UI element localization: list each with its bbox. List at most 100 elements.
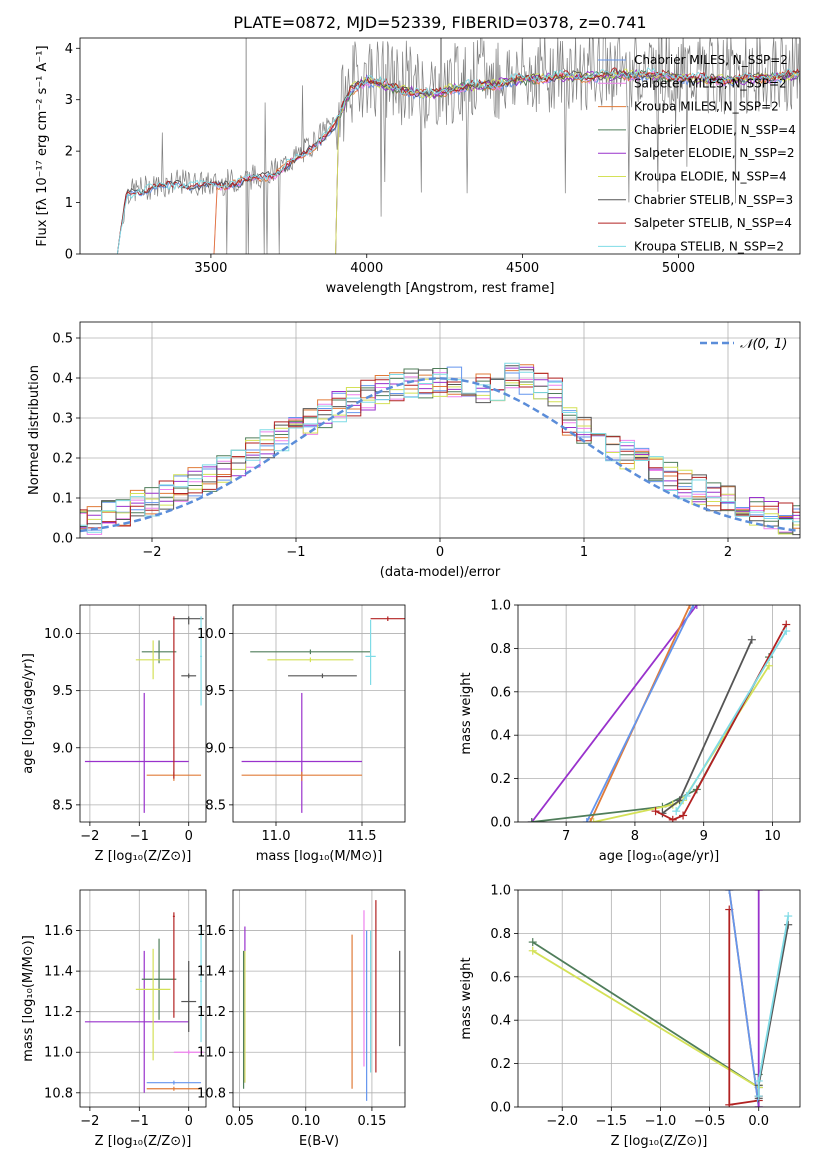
panel-age_vs_mass: 11.0 11.5 8.5 9.0 9.5 10.0 mass [log₁₀(M/M⊙)] [197, 604, 406, 864]
histogram-salpeter_stelib [80, 372, 800, 529]
x-tick-label: 4000 [350, 261, 383, 276]
y-axis-label: age [log₁₀(age/yr)] [21, 653, 36, 774]
model-line-kroupa_stelib [116, 67, 800, 254]
y-tick-label: 0.2 [52, 452, 73, 467]
errorbar-point [146, 1086, 202, 1091]
errorbar-point [84, 692, 189, 813]
weight-line-chabrier_elodie [532, 941, 760, 1090]
plot-area [80, 322, 800, 538]
weight-line-chabrier_stelib [757, 924, 790, 1099]
y-tick-label: 11.2 [44, 1005, 73, 1020]
errorbar-point [141, 938, 177, 1020]
plus-marker [747, 635, 756, 644]
x-tick-label: 11.5 [348, 829, 377, 844]
x-tick-label: 0.05 [225, 1114, 254, 1129]
y-tick-label: 11.6 [44, 924, 73, 939]
plot-area [233, 605, 405, 822]
errorbar-point [200, 616, 203, 706]
legend-label: Chabrier MILES, N_SSP=2 [634, 53, 788, 67]
legend-label: Kroupa ELODIE, N_SSP=4 [634, 170, 787, 184]
x-tick-label: −1 [130, 829, 149, 844]
x-tick-label: 5000 [662, 261, 695, 276]
errorbar-point [84, 950, 189, 1093]
y-tick-label: 11.6 [197, 924, 226, 939]
y-axis-label: mass weight [459, 672, 474, 754]
plot-area [518, 605, 800, 822]
plus-marker [675, 796, 684, 805]
panel-massweight_vs_Z: −2.0 −1.5 −1.0 −0.5 0.0 0.0 0.2 0.4 0.6 0.8 1.0 Z [… [459, 884, 801, 1149]
plus-marker [679, 811, 688, 820]
histogram-salpeter_miles [80, 372, 800, 535]
plus-marker [754, 1076, 763, 1085]
errorbar-point [173, 616, 204, 625]
plus-marker [784, 912, 793, 921]
plus-marker [782, 627, 791, 636]
errorbar-point [365, 619, 376, 685]
x-tick-label: −2 [80, 829, 99, 844]
plus-marker [725, 1100, 734, 1107]
y-axis-label: mass weight [459, 957, 474, 1039]
y-axis-label: Flux [fλ 10⁻¹⁷ erg cm⁻² s⁻¹ A⁻¹] [35, 45, 50, 246]
errorbar-point [172, 616, 175, 779]
y-tick-label: 11.0 [197, 1046, 226, 1061]
errorbar-point [370, 616, 405, 621]
plus-marker [672, 807, 681, 816]
y-tick-label: 11.4 [197, 965, 226, 980]
legend-label: Chabrier STELIB, N_SSP=3 [634, 193, 793, 207]
legend-label: 𝒩(0, 1) [740, 337, 787, 352]
y-tick-label: 10.8 [44, 1086, 73, 1101]
plus-marker [589, 818, 598, 822]
y-tick-label: 8.5 [205, 798, 226, 813]
y-tick-label: 0.0 [490, 816, 511, 831]
errorbar-point [181, 673, 197, 679]
histogram-chabrier_elodie [80, 368, 800, 534]
x-tick-label: −1 [286, 545, 305, 560]
y-tick-label: 0.4 [52, 372, 73, 387]
plot-area [116, 38, 800, 254]
y-tick-label: 11.2 [197, 1005, 226, 1020]
x-tick-label: 8 [631, 829, 639, 844]
plus-marker [725, 890, 734, 894]
plot-area [80, 605, 206, 822]
legend-label: Chabrier ELODIE, N_SSP=4 [634, 123, 796, 137]
plus-marker [685, 605, 694, 609]
plus-marker [754, 1092, 763, 1101]
x-tick-label: 3500 [194, 261, 227, 276]
y-tick-label: 0.8 [490, 642, 511, 657]
x-axis-label: age [log₁₀(age/yr)] [599, 849, 720, 864]
x-tick-label: 7 [562, 829, 570, 844]
legend-label: Kroupa MILES, N_SSP=2 [634, 100, 779, 114]
x-tick-label: −1 [130, 1114, 149, 1129]
plot-area [233, 890, 405, 1107]
y-axis-label: Normed distribution [27, 365, 42, 495]
legend: Chabrier MILES, N_SSP=2 Salpeter MILES, N… [598, 53, 796, 253]
x-tick-label: 9 [700, 829, 708, 844]
y-tick-label: 11.4 [44, 965, 73, 980]
x-axis-label: Z [log₁₀(Z/Z⊙)] [95, 1134, 192, 1149]
y-tick-label: 10.8 [197, 1086, 226, 1101]
plus-marker [668, 815, 677, 822]
y-tick-label: 4 [65, 42, 73, 57]
weight-line-kroupa_elodie [532, 950, 760, 1090]
plus-marker [528, 938, 537, 947]
panel-residuals: −2 −1 0 1 2 0.0 0.1 0.2 0.3 0.4 0.5 (data-model)/er… [27, 321, 801, 580]
legend-label: Salpeter MILES, N_SSP=2 [634, 76, 787, 90]
y-tick-label: 0.4 [490, 729, 511, 744]
plus-marker [586, 818, 595, 822]
y-tick-label: 9.5 [52, 684, 73, 699]
y-tick-label: 8.5 [52, 798, 73, 813]
panel-mass_vs_ebv: 0.05 0.10 0.15 10.8 11.0 11.2 11.4 11.6 E(B-V) [197, 889, 406, 1149]
y-tick-label: 10.0 [197, 627, 226, 642]
errorbar-point [181, 960, 197, 1032]
histogram-kroupa_elodie [80, 378, 800, 535]
x-axis-label: mass [log₁₀(M/M⊙)] [256, 849, 383, 864]
y-tick-label: 0.0 [52, 532, 73, 547]
legend-label: Salpeter STELIB, N_SSP=4 [634, 216, 792, 230]
axes-frame [79, 37, 801, 255]
errorbar-point [267, 657, 354, 663]
axes-frame [79, 889, 207, 1108]
axes-frame [232, 604, 406, 823]
plus-marker [682, 791, 691, 800]
errorbar-point [173, 1050, 204, 1055]
